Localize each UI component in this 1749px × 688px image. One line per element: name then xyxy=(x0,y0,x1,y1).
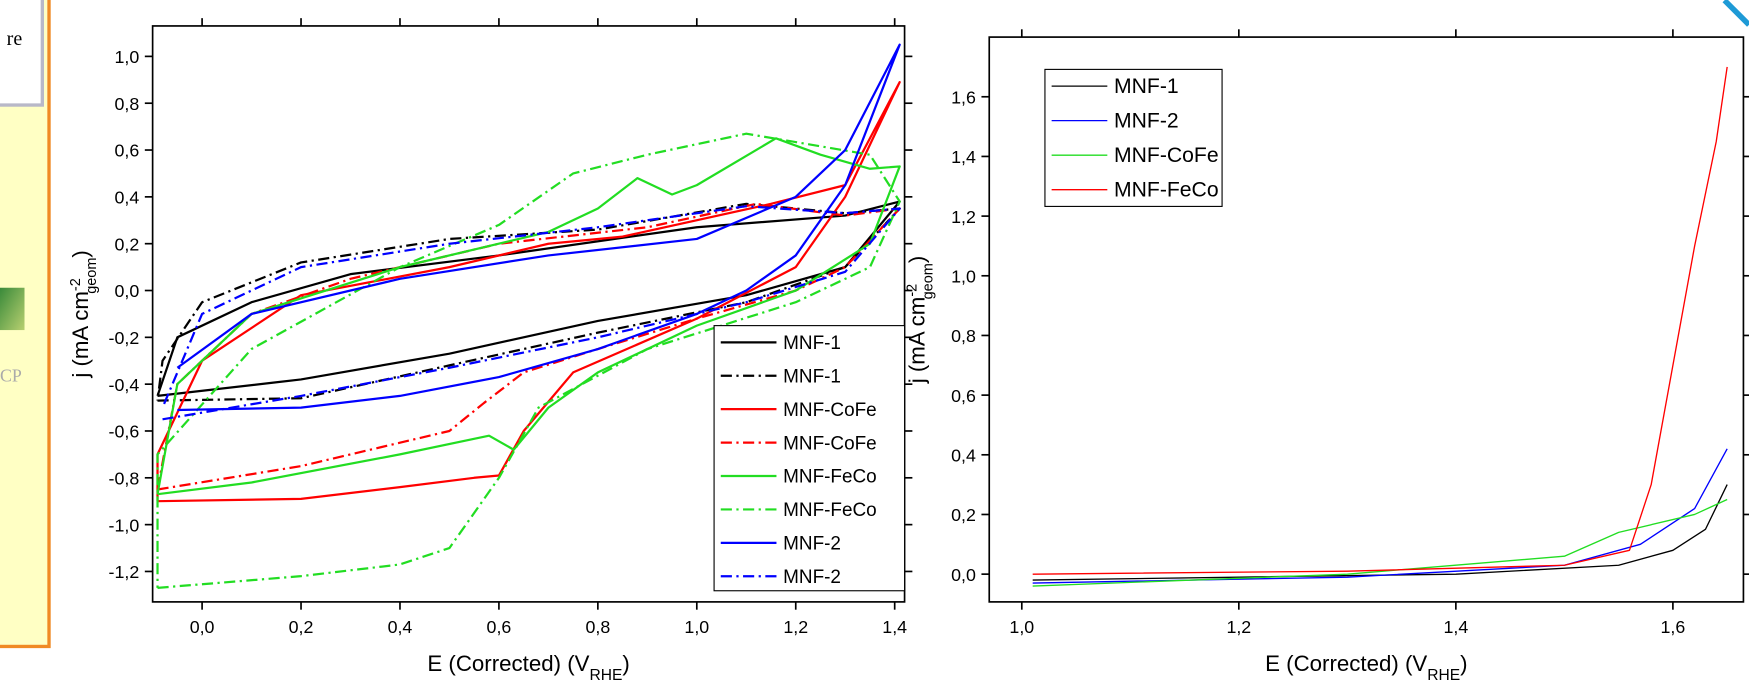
series-line xyxy=(156,202,901,402)
series-line xyxy=(1032,448,1728,584)
legend-label: MNF-1 xyxy=(1114,75,1179,98)
legend-label: MNF-CoFe xyxy=(783,400,877,421)
x-tick-label: 0,8 xyxy=(585,617,610,637)
y-tick-label: -0,8 xyxy=(109,468,140,488)
x-tick-label: 0,0 xyxy=(190,617,215,637)
series-line xyxy=(156,200,901,398)
x-tick-label: 0,4 xyxy=(388,617,413,637)
x-tick-label: 0,6 xyxy=(487,617,512,637)
y-tick-label: 0,4 xyxy=(951,445,976,465)
y-axis-label-sup: -2 xyxy=(905,284,921,297)
chart: 1,0 1,2 1,4 1,6 0,0 0,2 0,4 0,6 0,8 1,0 1,2 1,4 1,6 M… xyxy=(905,29,1749,683)
y-tick-label: 1,2 xyxy=(951,207,976,227)
series-line xyxy=(161,205,901,421)
y-tick-label: 0,0 xyxy=(951,565,976,585)
chart: 0,0 0,2 0,4 0,6 0,8 1,0 1,2 1,4 -1,2 -1,0 -0,8 -0,6… xyxy=(68,18,913,684)
plot-frame xyxy=(151,25,906,603)
x-tick-label: 1,2 xyxy=(1226,617,1251,637)
series-line xyxy=(156,202,901,491)
x-axis-label-part: E (Corrected) (V xyxy=(1265,651,1427,676)
side-text: CP xyxy=(0,365,22,385)
x-tick-label: 1,0 xyxy=(1009,617,1034,637)
x-axis-label: E (Corrected) (VRHE) xyxy=(1265,651,1467,684)
y-tick-label: 1,0 xyxy=(951,266,976,286)
series-line xyxy=(1032,484,1728,581)
y-axis-label-sub: geom xyxy=(84,258,100,294)
x-axis-label-part: ) xyxy=(1460,651,1467,676)
y-tick-label: 1,0 xyxy=(114,47,139,67)
x-axis-label: E (Corrected) (VRHE) xyxy=(427,651,629,684)
series-line xyxy=(1032,498,1728,587)
x-tick-label: 1,2 xyxy=(783,617,808,637)
side-thumbnail xyxy=(0,287,25,331)
y-tick-label: -1,2 xyxy=(109,562,140,582)
side-panel: re CP xyxy=(0,0,51,649)
legend-label: MNF-CoFe xyxy=(783,433,877,454)
plot-frame xyxy=(988,36,1745,603)
legend-label: MNF-FeCo xyxy=(783,500,877,521)
y-axis-label-part: ) xyxy=(905,256,930,263)
y-tick-label: 0,8 xyxy=(951,326,976,346)
legend-label: MNF-CoFe xyxy=(1114,144,1219,167)
y-tick-label: -0,2 xyxy=(109,328,140,348)
legend-label: MNF-2 xyxy=(1114,109,1179,132)
y-tick-label: 1,6 xyxy=(951,87,976,107)
decoration-arc xyxy=(1722,0,1749,27)
y-axis-label-part: ) xyxy=(68,250,93,257)
y-tick-label: -1,0 xyxy=(109,515,140,535)
y-tick-label: -0,6 xyxy=(109,422,140,442)
legend-box xyxy=(713,325,906,592)
series-line xyxy=(156,132,901,589)
y-tick-label: 0,6 xyxy=(951,386,976,406)
legend-box xyxy=(1044,68,1223,207)
series-line xyxy=(156,137,901,496)
y-tick-label: 0,0 xyxy=(114,281,139,301)
y-tick-label: 0,2 xyxy=(114,234,139,254)
x-axis-label-sub: RHE xyxy=(589,666,622,683)
legend-label: MNF-2 xyxy=(783,567,841,588)
series-line xyxy=(176,43,901,412)
y-tick-label: 0,6 xyxy=(114,141,139,161)
x-tick-label: 0,2 xyxy=(289,617,314,637)
x-tick-label: 1,0 xyxy=(684,617,709,637)
y-axis-label: j (mA cm-2geom) xyxy=(68,250,100,378)
x-tick-label: 1,4 xyxy=(1443,617,1468,637)
x-tick-label: 1,4 xyxy=(882,617,907,637)
y-axis-label: j (mA cm-2geom) xyxy=(905,256,937,384)
y-axis-label-sub: geom xyxy=(921,263,937,299)
legend-label: MNF-1 xyxy=(783,366,841,387)
legend-label: MNF-FeCo xyxy=(1114,178,1219,201)
legend-label: MNF-1 xyxy=(783,333,841,354)
side-inner-box xyxy=(0,0,45,107)
y-axis-label-sup: -2 xyxy=(68,278,84,291)
x-tick-label: 1,6 xyxy=(1661,617,1686,637)
legend-label: MNF-2 xyxy=(783,534,841,555)
y-tick-label: 1,4 xyxy=(951,147,976,167)
y-axis-label-part: j (mA cm xyxy=(68,291,93,379)
x-axis-label-part: ) xyxy=(622,651,629,676)
legend-label: MNF-FeCo xyxy=(783,467,877,488)
series-line xyxy=(1032,66,1728,575)
y-axis-label-part: j (mA cm xyxy=(905,297,930,385)
side-text: re xyxy=(7,28,23,50)
x-axis-label-sub: RHE xyxy=(1427,666,1460,683)
y-tick-label: 0,8 xyxy=(114,94,139,114)
y-tick-label: 0,4 xyxy=(114,188,139,208)
x-axis-label-part: E (Corrected) (V xyxy=(427,651,589,676)
y-tick-label: -0,4 xyxy=(109,375,140,395)
y-tick-label: 0,2 xyxy=(951,505,976,525)
